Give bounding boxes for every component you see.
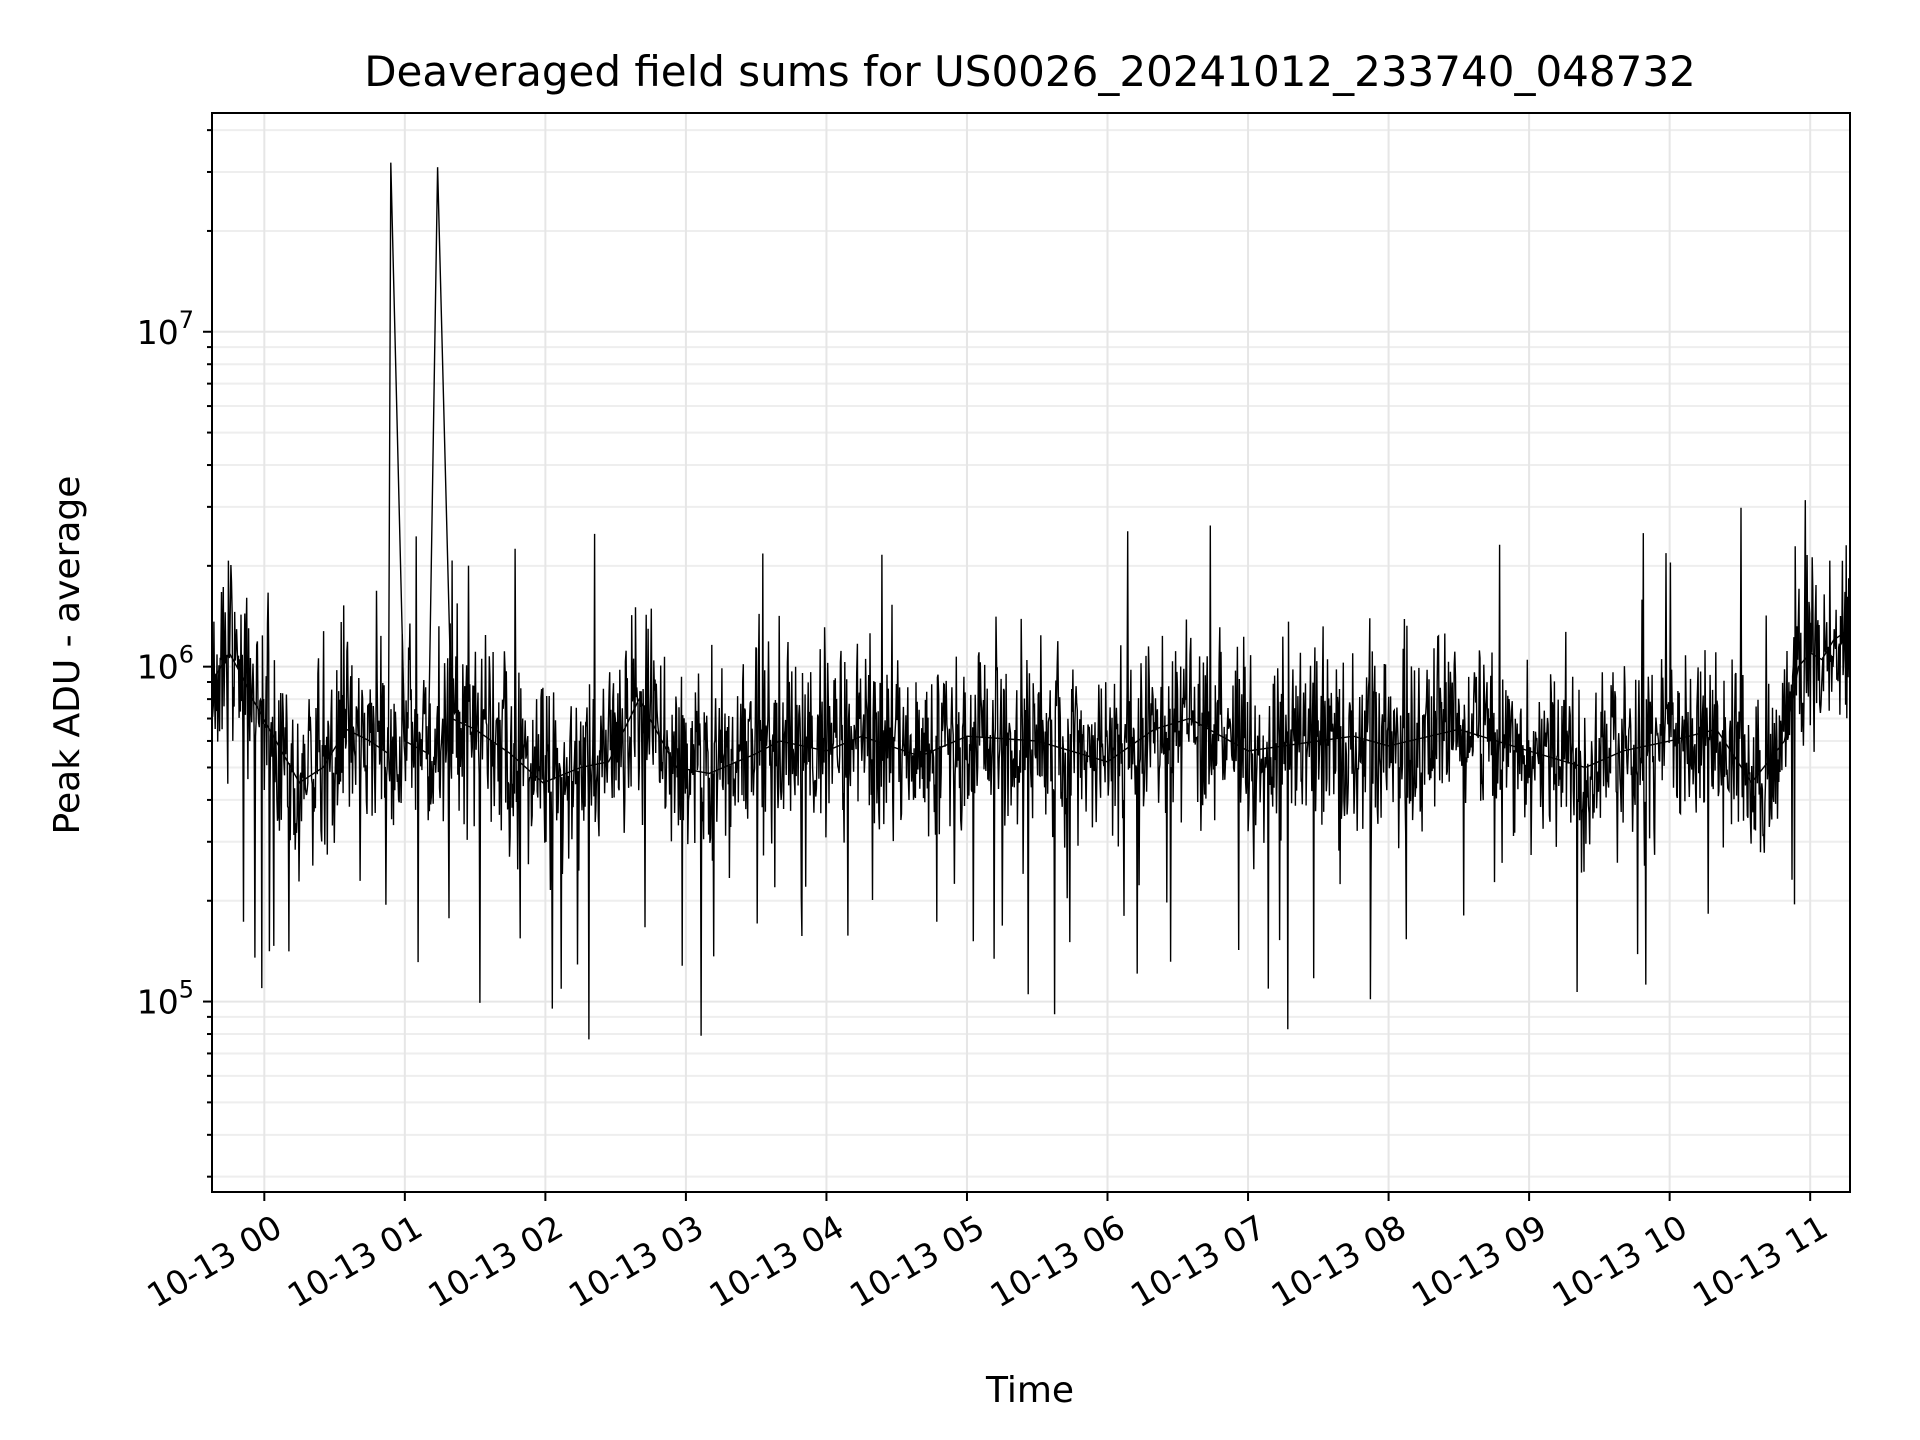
y-tick-base: 10 xyxy=(137,983,179,1022)
series-layer xyxy=(211,162,1851,1040)
major-gridlines xyxy=(212,113,1850,1192)
x-tick-label: 10-13 07 xyxy=(1124,1207,1272,1315)
x-tick-label: 10-13 05 xyxy=(843,1207,991,1315)
x-tick-label: 10-13 02 xyxy=(421,1207,569,1315)
x-tick-label: 10-13 00 xyxy=(140,1207,288,1315)
x-tick-label: 10-13 04 xyxy=(702,1207,850,1315)
series-line xyxy=(211,162,1851,784)
y-tick-exponent: 7 xyxy=(179,306,194,334)
x-tick-label: 10-13 03 xyxy=(562,1207,710,1315)
y-tick-exponent: 6 xyxy=(179,641,194,669)
plot-frame xyxy=(211,112,1851,1193)
series-line-noise xyxy=(211,500,1851,1040)
chart-title: Deaveraged field sums for US0026_2024101… xyxy=(364,47,1696,96)
x-tick-label: 10-13 01 xyxy=(281,1207,429,1315)
y-tick-base: 10 xyxy=(137,648,179,687)
y-tick-label: 106 xyxy=(137,641,194,687)
x-tick-label: 10-13 10 xyxy=(1546,1207,1694,1315)
x-tick-label: 10-13 09 xyxy=(1405,1207,1553,1315)
minor-gridlines xyxy=(212,129,1850,1178)
y-tick-label: 105 xyxy=(137,976,194,1022)
y-tick-exponent: 5 xyxy=(179,976,194,1004)
x-tick-label: 10-13 11 xyxy=(1686,1207,1834,1315)
y-axis-label: Peak ADU - average xyxy=(47,476,88,835)
y-tick-label: 107 xyxy=(137,306,194,352)
x-tick-label: 10-13 06 xyxy=(984,1207,1132,1315)
x-axis-label: Time xyxy=(985,1370,1074,1411)
x-tick-label: 10-13 08 xyxy=(1265,1207,1413,1315)
y-tick-base: 10 xyxy=(137,313,179,352)
